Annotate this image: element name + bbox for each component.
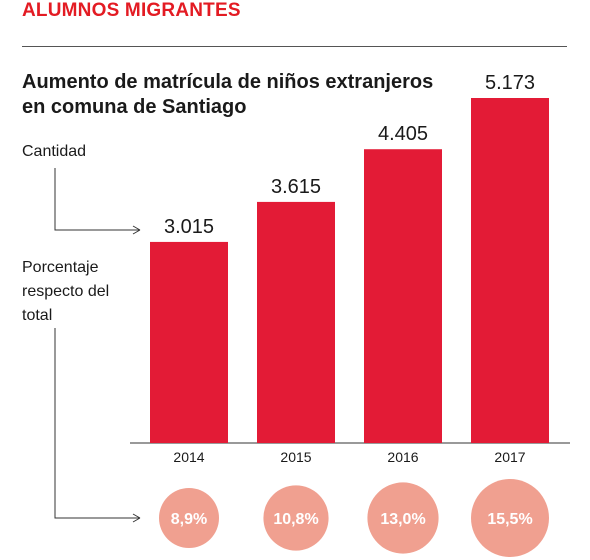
bar-value-label-2015: 3.615 bbox=[271, 176, 321, 198]
x-tick-label-2014: 2014 bbox=[173, 449, 204, 465]
percent-bubble-2016 bbox=[367, 482, 439, 554]
x-tick-label-2015: 2015 bbox=[280, 449, 311, 465]
percent-bubble-2017 bbox=[471, 479, 549, 557]
cantidad-connector-arrow-icon bbox=[132, 225, 141, 235]
bar-2014 bbox=[150, 241, 228, 443]
percent-label-2015: 10,8% bbox=[273, 511, 318, 528]
bar-value-label-2017: 5.173 bbox=[485, 72, 535, 94]
percent-label-2014: 8,9% bbox=[171, 511, 207, 528]
percent-label-2017: 15,5% bbox=[487, 511, 532, 528]
x-tick-label-2017: 2017 bbox=[494, 449, 525, 465]
percent-label-2016: 13,0% bbox=[380, 511, 425, 528]
percent-bubble-2014 bbox=[159, 488, 219, 548]
bar-value-label-2014: 3.015 bbox=[164, 216, 214, 238]
bar-2017 bbox=[471, 98, 549, 443]
percent-bubble-2015 bbox=[263, 485, 329, 551]
bar-2016 bbox=[364, 149, 442, 443]
cantidad-connector-line bbox=[54, 168, 140, 231]
label-cantidad: Cantidad bbox=[22, 143, 87, 160]
section-label: ALUMNOS MIGRANTES bbox=[22, 0, 241, 21]
x-tick-label-2016: 2016 bbox=[387, 449, 418, 465]
label-porcentaje: Porcentaje respecto del total bbox=[22, 259, 110, 324]
chart-title: Aumento de matrícula de niños extranjero… bbox=[22, 71, 434, 118]
header-divider bbox=[22, 46, 567, 47]
bar-2015 bbox=[257, 201, 335, 443]
porcentaje-connector-line bbox=[54, 328, 140, 519]
bar-value-label-2016: 4.405 bbox=[378, 123, 428, 145]
porcentaje-connector-arrow-icon bbox=[132, 513, 141, 523]
